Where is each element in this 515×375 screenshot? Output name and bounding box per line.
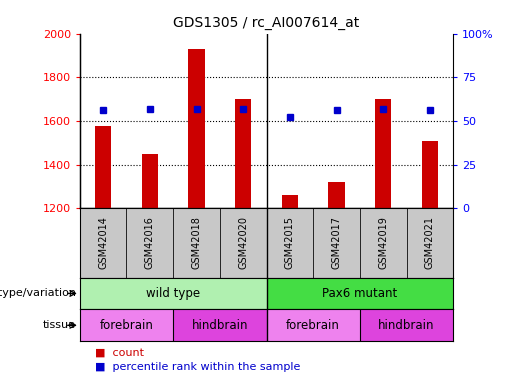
Text: GSM42021: GSM42021 [425,216,435,269]
Bar [95,126,111,208]
Text: GSM42017: GSM42017 [332,216,341,269]
Bar [313,208,360,278]
Text: GSM42020: GSM42020 [238,216,248,269]
Bar [360,208,406,278]
Text: GSM42016: GSM42016 [145,216,155,269]
Text: hindbrain: hindbrain [192,319,248,332]
Bar [188,49,204,208]
Text: genotype/variation: genotype/variation [0,288,76,298]
Bar [173,309,267,341]
Text: GSM42019: GSM42019 [378,216,388,269]
Bar [173,208,220,278]
Bar [220,208,267,278]
Bar [267,309,360,341]
Bar [267,208,313,278]
Text: tissue: tissue [43,320,76,330]
Bar [282,195,298,208]
Bar [80,208,127,278]
Bar [422,141,438,208]
Bar [235,99,251,208]
Text: forebrain: forebrain [99,319,153,332]
Bar [329,182,345,208]
Bar [375,99,391,208]
Text: hindbrain: hindbrain [379,319,435,332]
Text: wild type: wild type [146,287,200,300]
Bar [80,278,267,309]
Bar [127,208,173,278]
Text: GSM42014: GSM42014 [98,216,108,269]
Bar [360,309,453,341]
Text: forebrain: forebrain [286,319,340,332]
Bar [142,154,158,208]
Text: ■  percentile rank within the sample: ■ percentile rank within the sample [95,363,301,372]
Text: GSM42018: GSM42018 [192,216,201,269]
Text: Pax6 mutant: Pax6 mutant [322,287,398,300]
Bar [80,309,173,341]
Bar [406,208,453,278]
Title: GDS1305 / rc_AI007614_at: GDS1305 / rc_AI007614_at [174,16,359,30]
Text: ■  count: ■ count [95,348,144,357]
Bar [267,278,453,309]
Text: GSM42015: GSM42015 [285,216,295,269]
